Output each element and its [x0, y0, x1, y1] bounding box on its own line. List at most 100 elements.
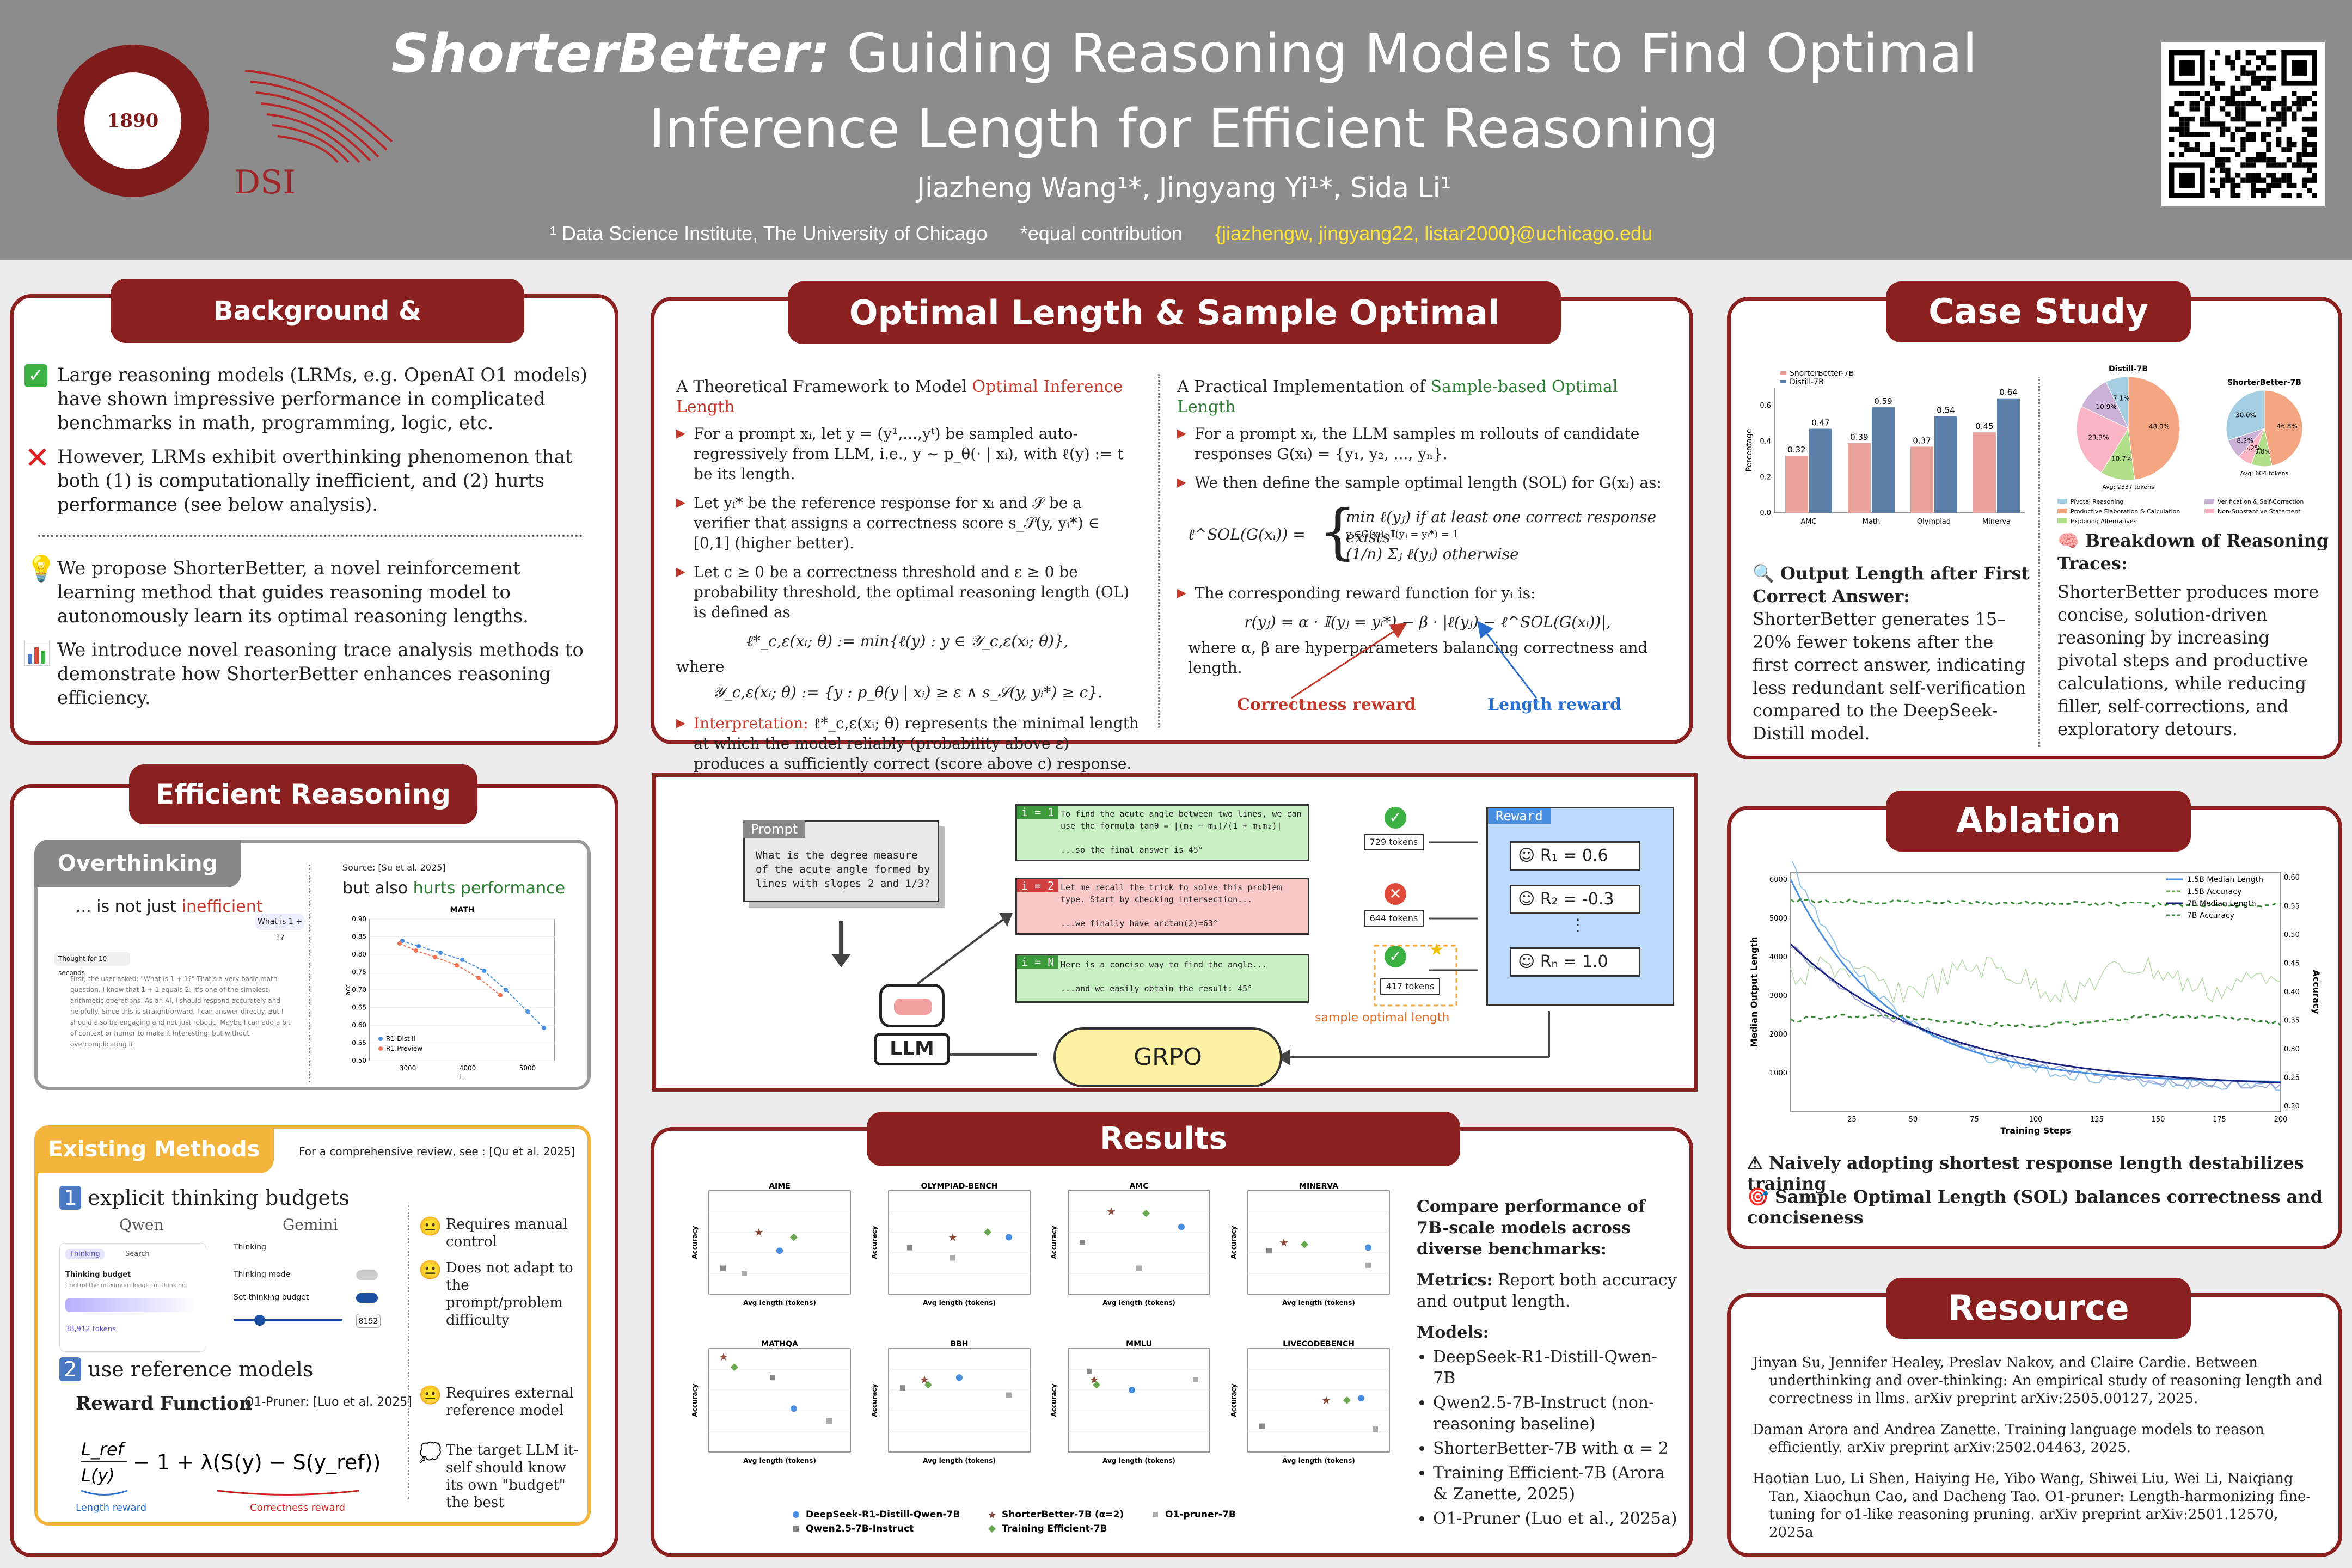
case-divider — [2038, 377, 2040, 747]
gemini-budget-value[interactable]: 8192 — [356, 1314, 381, 1328]
sol-lhs: ℓ^SOL(G(xᵢ)) = — [1188, 525, 1306, 543]
review-note: For a comprehensive review, see : [Qu et… — [299, 1145, 575, 1158]
method1-heading: 1 explicit thinking budgets — [59, 1186, 350, 1210]
qr-module — [2245, 157, 2251, 163]
qr-module — [2307, 188, 2312, 193]
result-xlabel: Avg length (tokens) — [923, 1457, 996, 1465]
r1-distill-point — [504, 988, 508, 992]
qr-module — [2301, 101, 2307, 107]
qr-module — [2261, 177, 2267, 183]
qr-module — [2256, 55, 2261, 60]
reference-list: Jinyan Su, Jennifer Healey, Preslav Nako… — [1753, 1354, 2324, 1542]
result-point — [1193, 1377, 1198, 1382]
result-chart-frame — [888, 1190, 1031, 1295]
resource-title: Resource — [1886, 1278, 2191, 1339]
qr-module — [2296, 162, 2302, 168]
result-point: ★ — [754, 1226, 764, 1239]
qr-module — [2194, 91, 2200, 96]
results-desc: Compare performance of 7B-scale models a… — [1417, 1197, 1645, 1259]
qr-module — [2204, 91, 2210, 96]
abl-accuracy-raw — [1790, 955, 2281, 1004]
results-metrics: Metrics: Report both accuracy and output… — [1417, 1270, 1678, 1312]
result-ylabel: Accuracy — [1230, 1226, 1238, 1259]
case-xtick: Olympiad — [1917, 518, 1951, 526]
dsi-logo-text: DSI — [234, 163, 296, 201]
qr-module — [2235, 193, 2241, 198]
r1-distill-point — [542, 1026, 546, 1030]
qr-module — [2245, 101, 2251, 107]
abl-xtick: 50 — [1909, 1116, 1918, 1124]
reference-item[interactable]: Haotian Luo, Li Shen, Haiying He, Yibo W… — [1753, 1471, 2311, 1541]
result-xlabel: Avg length (tokens) — [1102, 1299, 1175, 1307]
pie-legend-label: Pivotal Reasoning — [2071, 498, 2123, 505]
qwen-budget-slider[interactable] — [65, 1298, 196, 1312]
not-just-inefficient: ... is not just inefficient — [76, 897, 262, 916]
qr-module — [2210, 60, 2215, 66]
case-legend-sb-marker — [1780, 371, 1786, 375]
qr-module — [2194, 106, 2200, 112]
where-text: where — [676, 658, 725, 676]
qr-module — [2261, 157, 2267, 163]
existing-label: Existing Methods — [34, 1125, 274, 1173]
email[interactable]: {jiazhengw, jingyang22, listar2000}@uchi… — [1215, 222, 1653, 244]
qr-code[interactable] — [2161, 42, 2325, 206]
qr-module — [2286, 173, 2292, 178]
abl-xlabel: Training Steps — [2000, 1125, 2071, 1136]
qr-module — [2210, 121, 2215, 127]
qr-module — [2251, 193, 2256, 198]
ablation-panel: Ablation 6000 5000 4000 3000 2000 1000 0.60 0.5… — [1727, 791, 2342, 1250]
optimal-title: Optimal Length & Sample Optimal Lengh — [788, 281, 1561, 395]
qr-module — [2251, 137, 2256, 142]
gemini-mode-toggle[interactable] — [356, 1270, 378, 1280]
qr-module — [2286, 106, 2292, 112]
output-length-heading-text: Output Length after First Correct Answer… — [1753, 563, 2030, 607]
abl-ytick: 3000 — [1769, 992, 1787, 1000]
qr-module — [2251, 157, 2256, 163]
qr-module — [2281, 193, 2287, 198]
case-xtick: AMC — [1800, 518, 1816, 526]
reference-item[interactable]: Daman Arora and Andrea Zanette. Training… — [1753, 1422, 2264, 1456]
gemini-slider[interactable] — [234, 1319, 342, 1321]
qr-module — [2307, 96, 2312, 101]
pie-label: 30.0% — [2235, 411, 2256, 419]
qr-module — [2307, 126, 2312, 132]
pie-label: 10.7% — [2111, 455, 2132, 463]
gemini-slider-thumb[interactable] — [254, 1315, 265, 1326]
qr-module — [2240, 91, 2246, 96]
qr-module — [2184, 132, 2190, 137]
qr-module — [2210, 65, 2215, 71]
case-ytick: 0.4 — [1760, 438, 1771, 446]
result-point — [770, 1375, 775, 1381]
correctness-reward-label: Correctness reward — [1237, 695, 1416, 714]
but-also: but also — [342, 879, 408, 898]
math-ytick: 0.60 — [352, 1021, 366, 1029]
gemini-budget-toggle[interactable] — [356, 1293, 378, 1303]
result-point — [1080, 1240, 1085, 1245]
qr-module — [2271, 157, 2276, 163]
theory-point-3: Let c ≥ 0 be a correctness threshold and… — [676, 562, 1139, 622]
abl-y2tick: 0.35 — [2284, 1017, 2300, 1025]
diagram-arrows — [831, 841, 1550, 1065]
dsi-logo-wave — [244, 70, 393, 163]
result-chart-title: MINERVA — [1299, 1182, 1338, 1191]
qwen-search[interactable]: Search — [125, 1250, 150, 1258]
qr-module — [2301, 126, 2307, 132]
qr-module — [2245, 162, 2251, 168]
qr-finder — [2179, 173, 2195, 188]
qr-module — [2251, 50, 2256, 56]
qr-module — [2235, 50, 2241, 56]
qr-finder — [2179, 60, 2195, 76]
qr-module — [2256, 75, 2261, 81]
qr-module — [2220, 182, 2226, 188]
result-point — [1358, 1395, 1364, 1402]
qr-module — [2301, 137, 2307, 142]
reward-2-value: R₂ = -0.3 — [1540, 890, 1614, 909]
abl-xtick: 175 — [2213, 1116, 2226, 1124]
qr-module — [2225, 96, 2231, 101]
reference-item[interactable]: Jinyan Su, Jennifer Healey, Preslav Nako… — [1753, 1355, 2323, 1407]
efficient-panel: Efficient Reasoning Overthinking ... is … — [10, 764, 618, 1557]
qr-module — [2240, 70, 2246, 76]
qwen-thinking-toggle[interactable]: Thinking — [65, 1249, 105, 1259]
thought-badge[interactable]: Thought for 10 seconds — [54, 952, 130, 977]
gemini-mode: Thinking mode — [234, 1270, 291, 1279]
